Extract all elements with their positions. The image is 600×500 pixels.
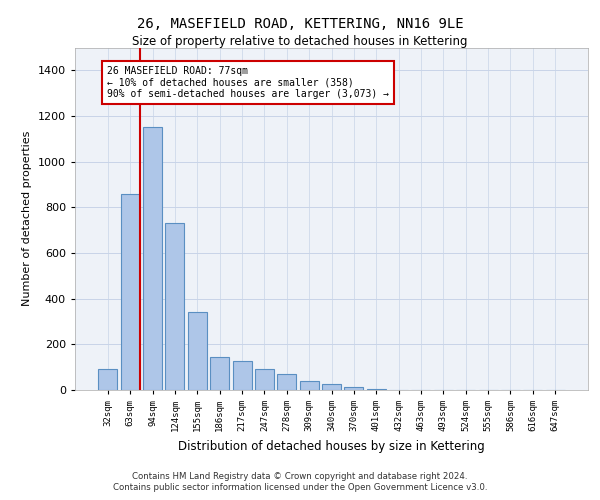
Bar [188,312,207,390]
Y-axis label: Number of detached properties: Number of detached properties [22,131,32,306]
Bar [166,224,184,390]
Text: 26, MASEFIELD ROAD, KETTERING, NN16 9LE: 26, MASEFIELD ROAD, KETTERING, NN16 9LE [137,18,463,32]
Bar [121,194,140,390]
Bar [299,381,319,390]
Bar [344,386,364,390]
Bar [367,389,386,390]
X-axis label: Distribution of detached houses by size in Kettering: Distribution of detached houses by size … [178,440,485,452]
Bar [143,128,162,390]
Text: Size of property relative to detached houses in Kettering: Size of property relative to detached ho… [132,35,468,48]
Text: Contains HM Land Registry data © Crown copyright and database right 2024.: Contains HM Land Registry data © Crown c… [132,472,468,481]
Bar [233,362,251,390]
Bar [322,384,341,390]
Bar [277,374,296,390]
Text: 26 MASEFIELD ROAD: 77sqm
← 10% of detached houses are smaller (358)
90% of semi-: 26 MASEFIELD ROAD: 77sqm ← 10% of detach… [107,66,389,99]
Bar [98,370,118,390]
Bar [255,370,274,390]
Bar [210,357,229,390]
Text: Contains public sector information licensed under the Open Government Licence v3: Contains public sector information licen… [113,484,487,492]
